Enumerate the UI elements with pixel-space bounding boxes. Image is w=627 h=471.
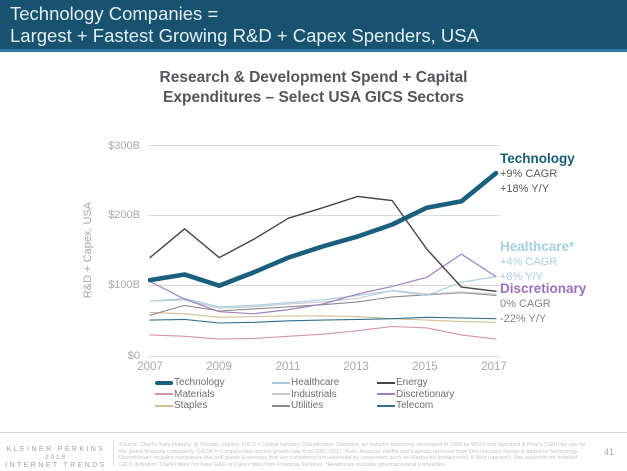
discretionary-line-swatch xyxy=(377,393,395,396)
legend-label: Telecom xyxy=(396,400,434,412)
y-tick-200: $200B xyxy=(108,209,140,221)
y-axis-title: R&D + Capex, USA xyxy=(82,201,94,299)
annotation-discretionary-cagr: 0% CAGR xyxy=(500,298,551,310)
legend-label: Utilities xyxy=(291,400,324,412)
gridline-0 xyxy=(148,356,500,357)
materials-line xyxy=(149,325,497,340)
footer-vertical-divider xyxy=(113,440,114,466)
annotation-discretionary-label: Discretionary xyxy=(500,281,587,296)
x-tick-2007: 2007 xyxy=(137,361,163,373)
technology-line-swatch xyxy=(155,380,173,385)
slide-header: Technology Companies = Largest + Fastest… xyxy=(0,0,627,52)
header-title-line1: Technology Companies = xyxy=(10,3,219,24)
header-title-line2: Largest + Fastest Growing R&D + Capex Sp… xyxy=(10,25,479,46)
legend-label: Healthcare xyxy=(291,377,340,389)
x-tick-2011: 2011 xyxy=(275,361,301,373)
utilities-line xyxy=(149,292,497,316)
utilities-line-swatch xyxy=(272,404,290,407)
footer-brand: KLEINER PERKINS 2018 INTERNET TRENDS xyxy=(0,446,112,470)
source-note: Source: ClariFi, Katy Huberty @ Morgan S… xyxy=(119,442,586,468)
annotation-technology-label: Technology xyxy=(500,151,575,166)
energy-line xyxy=(149,195,497,293)
legend-item-staples: Staples xyxy=(155,400,225,412)
annotation-technology-yy: +18% Y/Y xyxy=(500,183,550,195)
annotation-healthcare-label: Healthcare* xyxy=(500,239,575,254)
staples-line xyxy=(149,311,497,323)
chart-legend: Technology Materials Staples Healthcare … xyxy=(148,377,500,415)
healthcare-line xyxy=(149,276,497,308)
chart-title: Research & Development Spend + Capital E… xyxy=(0,68,627,107)
telecom-line xyxy=(149,316,497,324)
gridline-300b xyxy=(148,145,500,146)
legend-column-3: Energy Discretionary Telecom xyxy=(377,377,454,412)
legend-column-1: Technology Materials Staples xyxy=(155,377,225,412)
legend-item-telecom: Telecom xyxy=(377,400,454,412)
annotation-technology-cagr: +9% CAGR xyxy=(500,168,558,180)
annotation-healthcare-cagr: +4% CAGR xyxy=(500,256,558,268)
gridline-200b xyxy=(148,215,500,216)
technology-line xyxy=(148,170,499,288)
brand-name: KLEINER PERKINS xyxy=(6,446,106,453)
legend-label: Materials xyxy=(174,388,215,400)
legend-column-2: Healthcare Industrials Utilities xyxy=(272,377,339,412)
industrials-line-swatch xyxy=(272,393,290,396)
y-tick-100: $100B xyxy=(108,279,140,291)
chart-title-line1: Research & Development Spend + Capital xyxy=(159,69,468,86)
legend-item-materials: Materials xyxy=(155,389,225,401)
annotation-discretionary-yy: -22% Y/Y xyxy=(500,313,547,325)
x-tick-2015: 2015 xyxy=(412,361,438,373)
chart-title-line2: Expenditures – Select USA GICS Sectors xyxy=(163,88,464,106)
gridline-100b xyxy=(148,285,500,286)
annotation-healthcare-yy: +8% Y/Y xyxy=(500,271,543,283)
energy-line-swatch xyxy=(377,381,395,384)
legend-label: Industrials xyxy=(291,388,337,400)
annotation-discretionary: Discretionary 0% CAGR -22% Y/Y xyxy=(500,281,625,326)
footer-divider xyxy=(0,432,627,433)
discretionary-line xyxy=(149,253,497,315)
legend-item-utilities: Utilities xyxy=(272,400,339,412)
annotation-technology: Technology +9% CAGR +18% Y/Y xyxy=(500,151,625,196)
industrials-line xyxy=(149,290,497,309)
x-tick-2013: 2013 xyxy=(343,361,369,373)
legend-label: Staples xyxy=(174,400,208,412)
legend-item-technology: Technology xyxy=(155,377,225,389)
legend-item-energy: Energy xyxy=(377,377,454,389)
x-tick-2017: 2017 xyxy=(481,361,507,373)
annotation-healthcare: Healthcare* +4% CAGR +8% Y/Y xyxy=(500,239,625,284)
page-number: 41 xyxy=(603,447,614,457)
legend-label: Discretionary xyxy=(396,388,455,400)
healthcare-line-swatch xyxy=(272,381,290,384)
legend-item-discretionary: Discretionary xyxy=(377,389,454,401)
legend-label: Energy xyxy=(396,377,428,389)
x-tick-2009: 2009 xyxy=(206,361,232,373)
chart-lines xyxy=(148,170,499,340)
brand-year: 2018 xyxy=(45,454,67,461)
legend-item-industrials: Industrials xyxy=(272,389,339,401)
y-tick-300: $300B xyxy=(108,140,140,152)
telecom-line-swatch xyxy=(377,404,395,407)
staples-line-swatch xyxy=(155,404,173,407)
legend-label: Technology xyxy=(174,377,225,389)
brand-report: INTERNET TRENDS xyxy=(5,462,107,469)
y-tick-0: $0 xyxy=(127,350,140,362)
materials-line-swatch xyxy=(155,393,173,396)
legend-item-healthcare: Healthcare xyxy=(272,377,339,389)
